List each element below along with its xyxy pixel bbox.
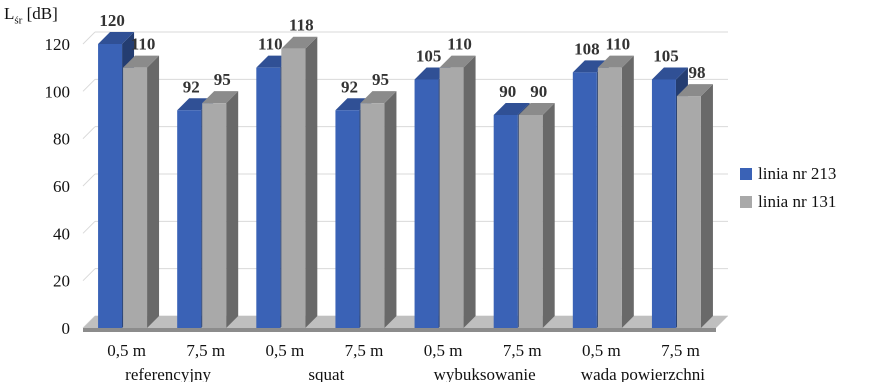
bar-top — [98, 32, 135, 44]
gridline-side — [82, 268, 96, 282]
data-label: 92 — [341, 77, 358, 96]
bar-side — [463, 55, 476, 329]
bar — [439, 67, 464, 329]
legend-swatch-series-2 — [740, 196, 752, 208]
data-label: 110 — [131, 35, 156, 54]
bar-side — [700, 84, 713, 328]
gridline-side — [82, 78, 96, 92]
chart-floor — [83, 316, 728, 328]
data-label: 105 — [416, 47, 442, 66]
bar-top — [493, 103, 530, 115]
bar-top — [439, 55, 476, 68]
bar-top — [518, 103, 555, 115]
y-tick-label: 60 — [53, 177, 70, 196]
data-label: 92 — [183, 77, 200, 96]
bar-top — [360, 91, 397, 104]
bar — [676, 96, 701, 328]
x-tick-label: 0,5 m — [582, 341, 621, 360]
bar-side — [384, 91, 397, 329]
bar-top — [597, 55, 634, 68]
bar — [493, 115, 518, 328]
x-group-label: referencyjny — [125, 365, 211, 382]
bar-side — [226, 91, 239, 329]
chart-floor-edge — [83, 328, 716, 332]
legend-item-series-1: linia nr 213 — [740, 160, 836, 188]
bar-top — [281, 36, 318, 49]
data-label: 110 — [606, 35, 631, 54]
y-tick-label: 80 — [53, 130, 70, 149]
y-tick-label: 0 — [62, 319, 71, 338]
legend-label-series-2: linia nr 131 — [758, 192, 837, 211]
data-label: 98 — [688, 63, 705, 82]
y-tick-label: 100 — [45, 82, 71, 101]
gridline-side — [82, 31, 96, 45]
x-tick-label: 7,5 m — [661, 341, 700, 360]
bar-side — [621, 55, 634, 329]
bar — [123, 67, 148, 329]
bar — [281, 48, 306, 328]
bar — [414, 79, 439, 328]
y-axis-label: Lśr [dB] — [4, 4, 58, 27]
x-tick-label: 7,5 m — [345, 341, 384, 360]
data-label: 120 — [99, 11, 125, 30]
bar-top — [202, 91, 239, 104]
bar-top — [123, 55, 160, 68]
bar — [518, 115, 543, 328]
x-tick-label: 7,5 m — [186, 341, 225, 360]
data-label: 105 — [653, 47, 679, 66]
y-tick-label: 120 — [45, 35, 71, 54]
legend: linia nr 213 linia nr 131 — [740, 160, 836, 216]
bar — [572, 72, 597, 329]
x-tick-label: 0,5 m — [265, 341, 304, 360]
legend-label-series-1: linia nr 213 — [758, 164, 837, 183]
data-label: 110 — [447, 35, 472, 54]
data-label: 118 — [289, 16, 314, 35]
data-label: 108 — [574, 39, 600, 58]
y-tick-label: 20 — [53, 272, 70, 291]
data-label: 95 — [372, 70, 389, 89]
bar — [360, 103, 385, 329]
bar-side — [147, 55, 160, 329]
legend-item-series-2: linia nr 131 — [740, 188, 836, 216]
data-label: 95 — [214, 70, 231, 89]
bar-top — [651, 67, 688, 80]
x-group-label: wada powierzchni — [581, 365, 705, 382]
legend-swatch-series-1 — [740, 168, 752, 180]
x-group-label: wybuksowanie — [434, 365, 536, 382]
bar — [597, 67, 622, 329]
bar — [177, 110, 202, 329]
bar-top — [676, 84, 713, 97]
x-tick-label: 7,5 m — [503, 341, 542, 360]
x-tick-label: 0,5 m — [107, 341, 146, 360]
gridline-side — [82, 126, 96, 140]
bar — [651, 79, 676, 328]
gridline-side — [82, 220, 96, 234]
x-group-label: squat — [308, 365, 344, 382]
bar — [335, 110, 360, 329]
y-tick-label: 40 — [53, 224, 70, 243]
data-label: 110 — [258, 35, 283, 54]
bar-side — [305, 36, 318, 328]
bar — [256, 67, 281, 329]
bar-side — [542, 103, 555, 328]
data-label: 90 — [499, 82, 516, 101]
bar — [98, 44, 123, 328]
data-label: 90 — [530, 82, 547, 101]
bar — [202, 103, 227, 329]
x-tick-label: 0,5 m — [424, 341, 463, 360]
gridline-side — [82, 173, 96, 187]
